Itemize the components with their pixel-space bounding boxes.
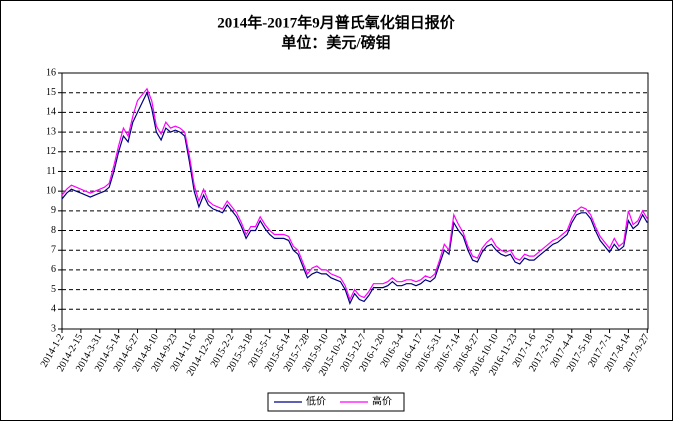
y-tick-label: 3 bbox=[51, 323, 56, 334]
y-tick-label: 8 bbox=[51, 225, 56, 236]
legend bbox=[267, 392, 405, 412]
y-tick-label: 6 bbox=[51, 264, 56, 275]
chart-title: 2014年-2017年9月普氏氧化钼日报价 bbox=[217, 13, 455, 31]
y-tick-label: 11 bbox=[46, 166, 56, 177]
plot-area bbox=[61, 72, 649, 330]
y-tick-label: 14 bbox=[46, 107, 56, 118]
y-tick-label: 13 bbox=[46, 126, 56, 137]
chart-subtitle: 单位：美元/磅钼 bbox=[281, 33, 390, 51]
y-tick-label: 10 bbox=[46, 185, 56, 196]
legend-label: 低价 bbox=[306, 394, 326, 407]
series-line bbox=[61, 87, 648, 302]
y-tick-label: 7 bbox=[51, 245, 56, 256]
y-tick-label: 4 bbox=[51, 304, 56, 315]
series-line bbox=[61, 91, 648, 305]
y-tick-label: 15 bbox=[46, 87, 56, 98]
y-tick-label: 9 bbox=[51, 205, 56, 216]
y-tick-label: 12 bbox=[46, 146, 56, 157]
y-tick-label: 16 bbox=[46, 67, 56, 78]
y-tick-label: 5 bbox=[51, 284, 56, 295]
legend-label: 高价 bbox=[372, 394, 392, 407]
